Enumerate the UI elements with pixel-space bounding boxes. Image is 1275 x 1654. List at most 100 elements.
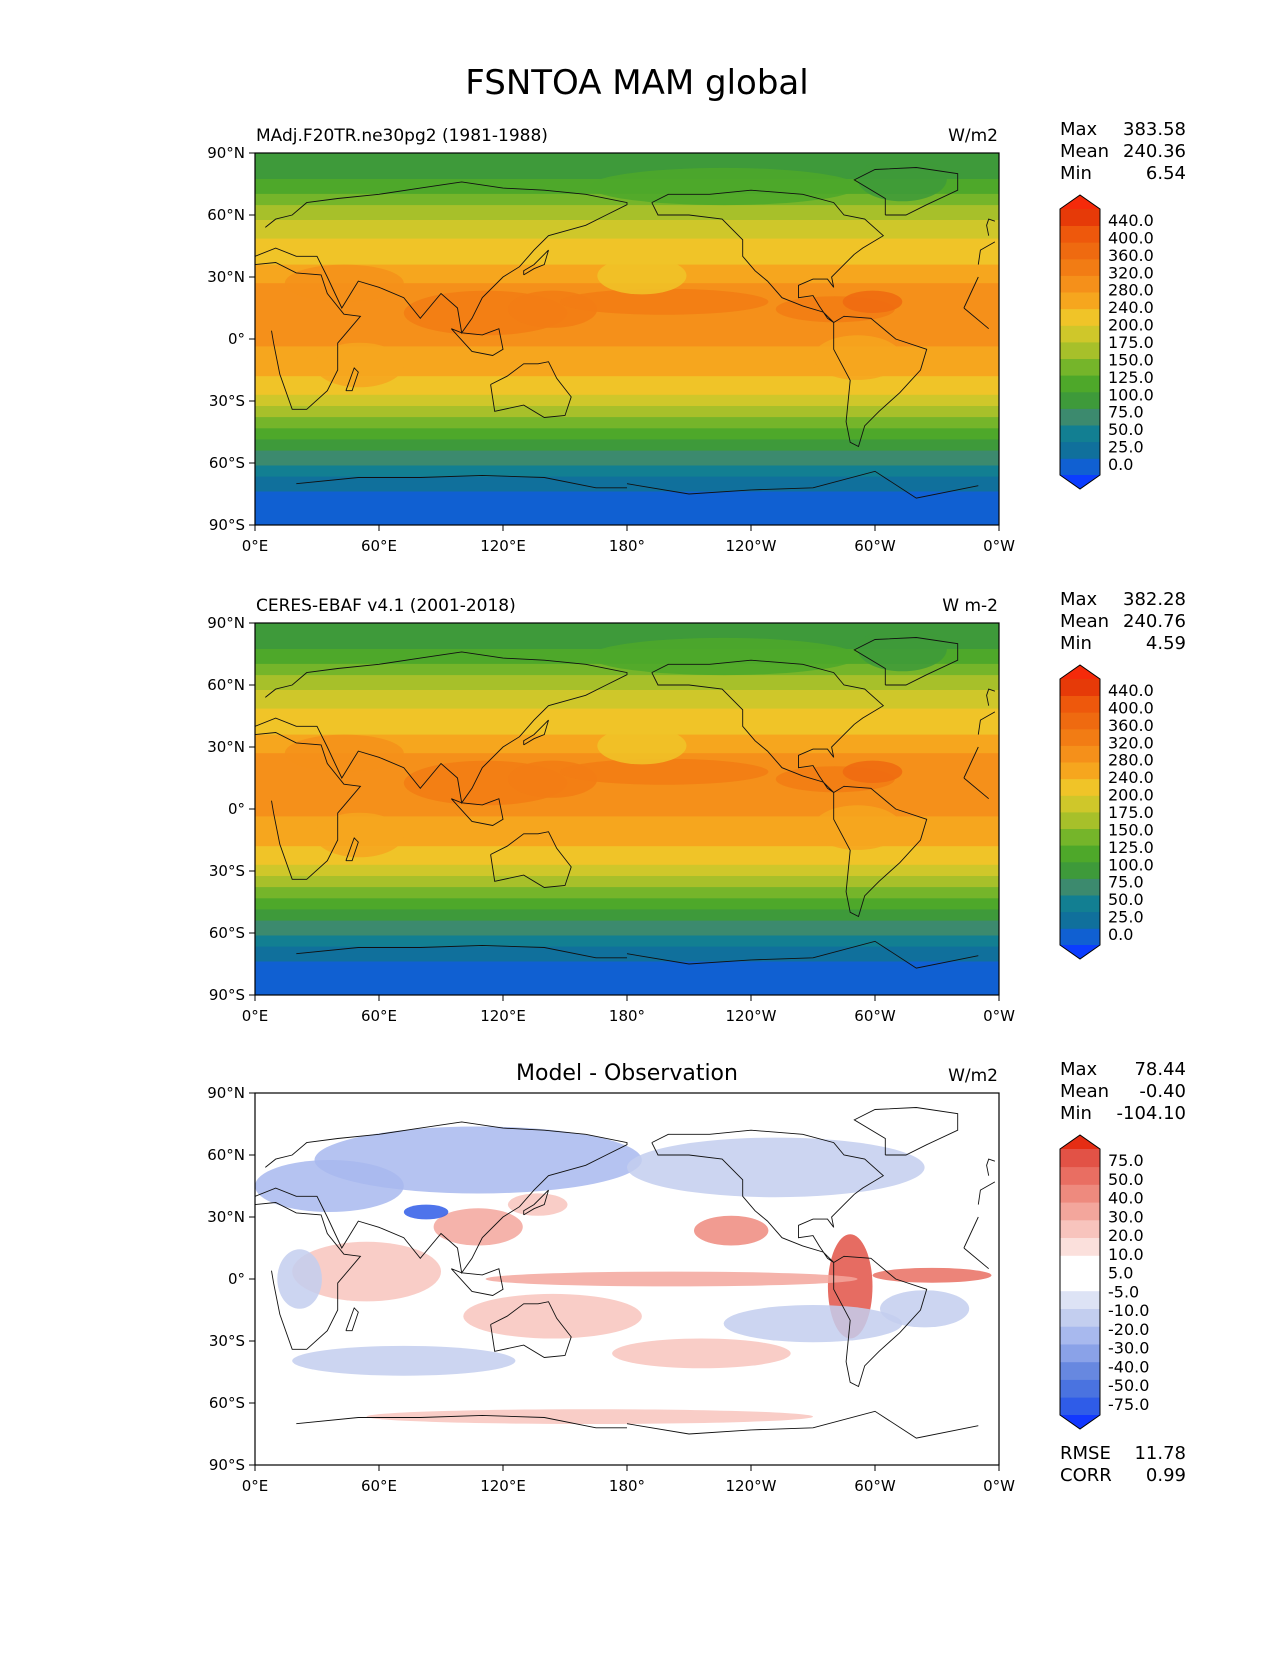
colorbar-extend-min <box>1060 1415 1100 1429</box>
x-tick-label: 60°E <box>361 1477 397 1495</box>
y-tick-label: 90°S <box>209 986 245 1004</box>
panel-model: MAdj.F20TR.ne30pg2 (1981-1988) W/m2 0°E 6… <box>207 119 1186 555</box>
stat-value: 6.54 <box>1146 163 1186 184</box>
stat-value: -0.40 <box>1139 1081 1186 1102</box>
colorbar-tick-label: 20.0 <box>1108 1226 1144 1245</box>
coastlines <box>255 637 996 969</box>
figure-title: FSNTOA MAM global <box>465 63 808 103</box>
map-field <box>255 1093 999 1465</box>
colorbar-tick-label: 150.0 <box>1108 350 1154 369</box>
colorbar-tick-label: 75.0 <box>1108 403 1144 422</box>
y-tick-label: 60°N <box>207 206 245 224</box>
colorbar-extend-max <box>1060 1135 1100 1149</box>
panel-center-title: Model - Observation <box>516 1061 738 1086</box>
colorbar-tick-label: 100.0 <box>1108 385 1154 404</box>
colorbar-tick-label: 125.0 <box>1108 838 1154 857</box>
y-tick-label: 90°S <box>209 516 245 534</box>
stat-label: Mean <box>1060 1081 1109 1102</box>
colorbar-tick-label: 440.0 <box>1108 211 1154 230</box>
y-tick-label: 60°S <box>209 454 245 472</box>
colorbar-extend-max <box>1060 665 1100 679</box>
stat-label: Max <box>1060 1059 1098 1080</box>
colorbar-tick-label: 200.0 <box>1108 786 1154 805</box>
stat-value: 383.58 <box>1123 119 1186 140</box>
coastlines <box>255 1107 996 1439</box>
colorbar-tick-label: -5.0 <box>1108 1282 1139 1301</box>
colorbar-tick-label: 40.0 <box>1108 1189 1144 1208</box>
colorbar-tick-label: 25.0 <box>1108 908 1144 927</box>
y-tick-label: 30°N <box>207 1208 245 1226</box>
y-tick-label: 60°S <box>209 924 245 942</box>
y-tick-label: 30°S <box>209 1332 245 1350</box>
colorbar-tick-label: 240.0 <box>1108 298 1154 317</box>
stat-value: -104.10 <box>1117 1103 1186 1124</box>
x-tick-label: 120°E <box>480 537 526 555</box>
colorbar-tick-label: 75.0 <box>1108 1151 1144 1170</box>
y-tick-label: 0° <box>228 1270 245 1288</box>
stat-label: Min <box>1060 633 1092 654</box>
colorbar-tick-label: 360.0 <box>1108 716 1154 735</box>
panel-units: W/m2 <box>948 126 998 146</box>
x-tick-label: 120°W <box>726 1007 777 1025</box>
map-field <box>255 153 999 525</box>
x-tick-label: 0°E <box>242 1007 269 1025</box>
y-tick-label: 30°S <box>209 862 245 880</box>
colorbar-tick-label: 150.0 <box>1108 820 1154 839</box>
colorbar-tick-label: -75.0 <box>1108 1395 1149 1414</box>
x-tick-label: 60°W <box>854 1477 896 1495</box>
stat-value: 0.99 <box>1146 1465 1186 1486</box>
colorbar-tick-label: -40.0 <box>1108 1358 1149 1377</box>
y-tick-label: 60°N <box>207 1146 245 1164</box>
panel-units: W/m2 <box>948 1066 998 1086</box>
x-tick-label: 0°W <box>983 1477 1015 1495</box>
colorbar-tick-label: 360.0 <box>1108 246 1154 265</box>
colorbar-tick-label: 320.0 <box>1108 263 1154 282</box>
y-tick-label: 30°N <box>207 738 245 756</box>
colorbar-tick-label: 25.0 <box>1108 438 1144 457</box>
x-tick-label: 0°E <box>242 537 269 555</box>
colorbar-outline <box>1059 664 1101 960</box>
colorbar-tick-label: 0.0 <box>1108 925 1133 944</box>
x-tick-label: 180° <box>609 1477 645 1495</box>
colorbar-extend-min <box>1060 945 1100 959</box>
panel-diff: Model - Observation W/m2 0°E 60°E 120°E 180… <box>207 1059 1186 1495</box>
colorbar-tick-label: 280.0 <box>1108 751 1154 770</box>
x-tick-label: 180° <box>609 537 645 555</box>
x-tick-label: 120°E <box>480 1477 526 1495</box>
y-tick-label: 90°N <box>207 614 245 632</box>
y-tick-label: 60°N <box>207 676 245 694</box>
x-tick-label: 180° <box>609 1007 645 1025</box>
y-tick-label: 0° <box>228 330 245 348</box>
stat-label: Min <box>1060 1103 1092 1124</box>
stat-label: RMSE <box>1060 1443 1111 1464</box>
y-tick-label: 60°S <box>209 1394 245 1412</box>
colorbar-tick-label: -20.0 <box>1108 1320 1149 1339</box>
colorbar-tick-label: 400.0 <box>1108 228 1154 247</box>
colorbar-tick-label: 400.0 <box>1108 698 1154 717</box>
stat-value: 11.78 <box>1134 1443 1186 1464</box>
colorbar-extend-max <box>1060 195 1100 209</box>
colorbar-tick-label: 175.0 <box>1108 803 1154 822</box>
coastlines <box>255 167 996 499</box>
stat-label: Min <box>1060 163 1092 184</box>
colorbar-tick-label: 0.0 <box>1108 455 1133 474</box>
colorbar-outline <box>1059 194 1101 490</box>
colorbar-tick-label: 175.0 <box>1108 333 1154 352</box>
x-tick-label: 60°E <box>361 537 397 555</box>
x-tick-label: 0°W <box>983 537 1015 555</box>
y-tick-label: 90°S <box>209 1456 245 1474</box>
colorbar-tick-label: 30.0 <box>1108 1207 1144 1226</box>
stat-label: CORR <box>1060 1465 1112 1486</box>
colorbar-tick-label: 280.0 <box>1108 281 1154 300</box>
stat-value: 78.44 <box>1134 1059 1186 1080</box>
colorbar-tick-label: -30.0 <box>1108 1339 1149 1358</box>
colorbar-tick-label: 125.0 <box>1108 368 1154 387</box>
y-tick-label: 90°N <box>207 144 245 162</box>
x-tick-label: 60°W <box>854 537 896 555</box>
x-tick-label: 60°E <box>361 1007 397 1025</box>
y-tick-label: 0° <box>228 800 245 818</box>
panel-obs: CERES-EBAF v4.1 (2001-2018) W m-2 0°E 60°… <box>207 589 1186 1025</box>
colorbar-tick-label: 5.0 <box>1108 1264 1133 1283</box>
stat-label: Mean <box>1060 141 1109 162</box>
